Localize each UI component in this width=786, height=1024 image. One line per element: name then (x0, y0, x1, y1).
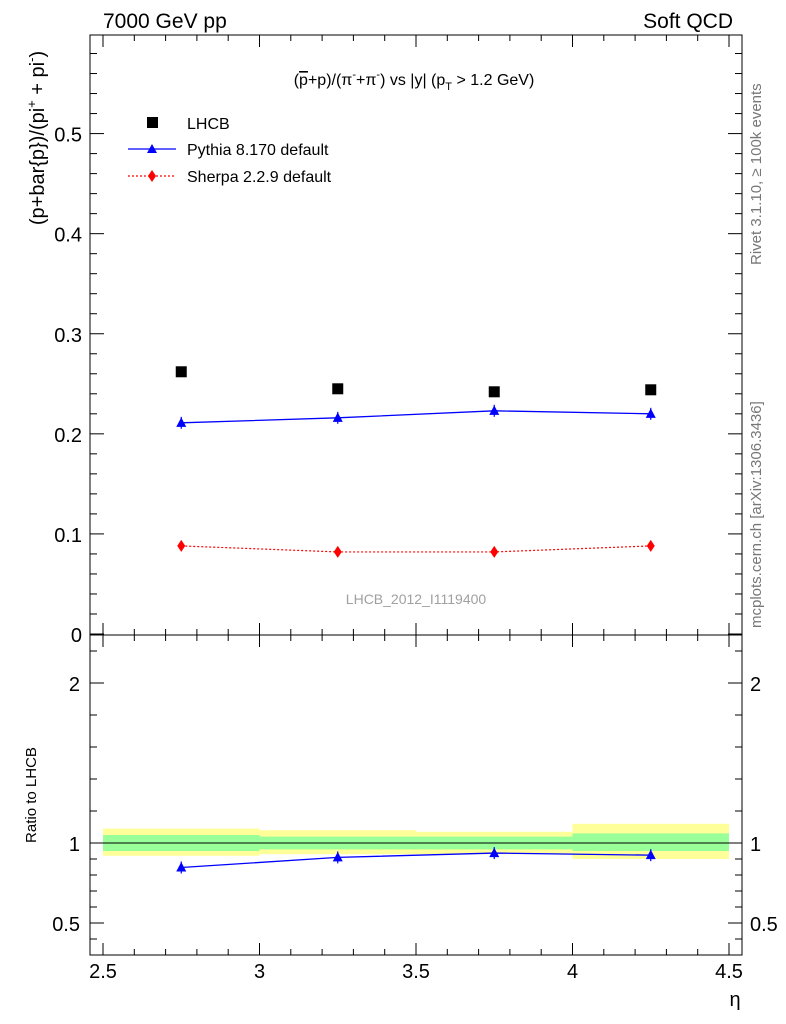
x-tick-label: 3 (254, 961, 265, 983)
chart-title: (p+p)/(π-+π-) vs |y| (pT > 1.2 GeV) (294, 69, 535, 93)
pythia-data-point (176, 417, 187, 427)
lhcb-data-point (175, 366, 187, 378)
sherpa-line (181, 545, 651, 553)
analysis-watermark: LHCB_2012_I1119400 (346, 591, 487, 607)
x-tick-label: 4 (567, 961, 578, 983)
ratio-y-tick-label-left: 0.5 (52, 914, 80, 936)
ratio-pythia-line (181, 852, 651, 869)
pythia-data-point (645, 408, 656, 418)
main-y-tick-label: 0.1 (54, 525, 82, 547)
ratio-pythia-point (176, 861, 187, 872)
sherpa-data-point (646, 539, 655, 552)
ratio-y-ticks: 0.5 0.5 1 1 2 2 (52, 650, 778, 956)
ratio-x-ticks: 2.5 3 3.5 4 4.5 (89, 635, 743, 983)
ratio-y-tick-label-left: 2 (69, 674, 80, 696)
lhcb-data-point (645, 384, 657, 396)
main-y-tick-label: 0.2 (54, 425, 82, 447)
main-y-ticks: 0 0.1 0.2 0.3 0.4 0.5 (54, 53, 742, 647)
legend-pythia-label: Pythia 8.170 default (187, 142, 329, 159)
legend: LHCB Pythia 8.170 default Sherpa 2.2.9 d… (128, 116, 332, 186)
main-x-ticks (102, 35, 730, 635)
main-y-tick-label: 0.5 (54, 125, 82, 147)
lhcb-data-point (332, 383, 344, 395)
x-tick-label: 3.5 (402, 961, 430, 983)
ratio-frame (89, 634, 743, 956)
ratio-y-tick-label-right: 1 (750, 834, 761, 856)
legend-pythia-marker (147, 144, 157, 153)
sherpa-data-point (490, 545, 499, 558)
pythia-data-point (332, 412, 343, 422)
pythia-data-point (489, 405, 500, 415)
main-panel: 0 0.1 0.2 0.3 0.4 0.5 (p+p)/(π-+π-) vs |y| (p… (24, 34, 743, 647)
legend-lhcb-label: LHCB (187, 116, 230, 133)
mcplots-label: mcplots.cern.ch [arXiv:1306.3436] (748, 401, 765, 628)
main-y-tick-label: 0.4 (54, 225, 82, 247)
ratio-y-tick-label-right: 0.5 (750, 914, 778, 936)
ratio-pythia-point (332, 851, 343, 862)
main-y-tick-label: 0 (71, 625, 82, 647)
ratio-y-tick-label-right: 2 (750, 674, 761, 696)
ratio-bands (103, 823, 729, 859)
x-tick-label: 4.5 (715, 961, 743, 983)
pythia-line (181, 410, 651, 424)
main-y-label: (p+bar{p})/(pi+ + pi-) (24, 51, 49, 225)
ratio-y-label: Ratio to LHCB (23, 747, 40, 843)
legend-sherpa-label: Sherpa 2.2.9 default (187, 169, 332, 186)
ratio-series (176, 847, 656, 874)
x-tick-label: 2.5 (89, 961, 117, 983)
ratio-panel: 2.5 3 3.5 4 4.5 0.5 0.5 1 1 2 2 Ratio to LHCB η (23, 634, 778, 1011)
main-y-tick-label: 0.3 (54, 325, 82, 347)
lhcb-data-point (488, 386, 500, 398)
header-left: 7000 GeV pp (103, 10, 227, 33)
legend-lhcb-marker (147, 117, 158, 128)
ratio-y-tick-label-left: 1 (69, 834, 80, 856)
sherpa-data-point (333, 545, 342, 558)
sherpa-data-point (177, 539, 186, 552)
ratio-inner-band (572, 833, 729, 851)
ratio-pythia-point (645, 849, 656, 860)
rivet-label: Rivet 3.1.10, ≥ 100k events (748, 83, 765, 265)
ratio-pythia-point (489, 847, 500, 858)
main-series (175, 366, 657, 558)
header-right: Soft QCD (643, 10, 733, 33)
x-axis-label: η (729, 989, 740, 1011)
legend-sherpa-marker (148, 170, 156, 182)
